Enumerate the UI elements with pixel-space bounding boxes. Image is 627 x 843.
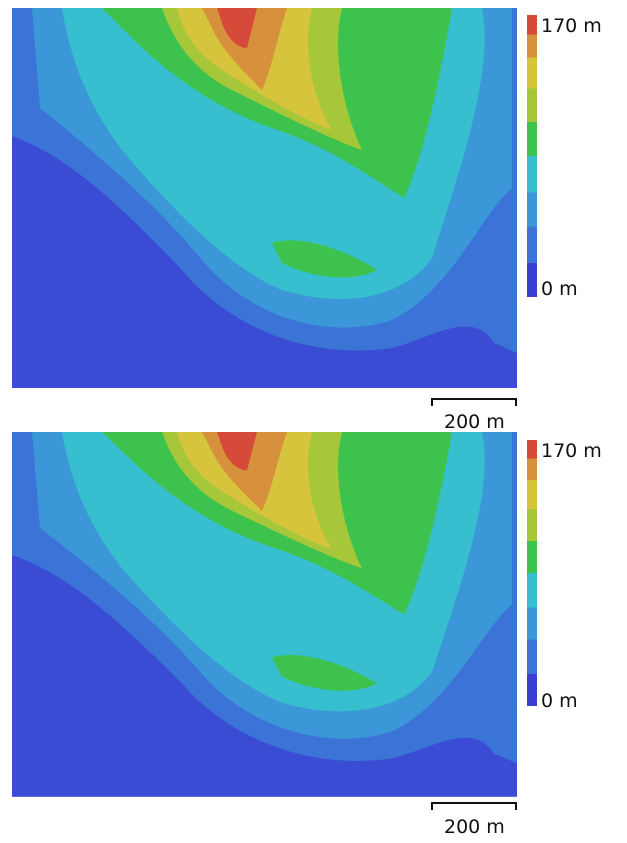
scale-label: 200 m	[444, 411, 505, 433]
legend-min: 0 m	[541, 278, 578, 300]
colorbar	[527, 440, 537, 706]
scale-bar	[431, 398, 517, 406]
elevation-map	[12, 8, 517, 388]
scale-bar	[431, 802, 517, 810]
scale-label: 200 m	[444, 816, 505, 838]
elevation-map	[12, 432, 517, 797]
legend-min: 0 m	[541, 690, 578, 712]
panel: 170 m 0 m 200 m	[12, 8, 602, 433]
legend-max: 170 m	[541, 15, 602, 37]
legend-max: 170 m	[541, 440, 602, 462]
colorbar	[527, 15, 537, 297]
panel: 170 m 0 m 200 m	[12, 432, 602, 838]
